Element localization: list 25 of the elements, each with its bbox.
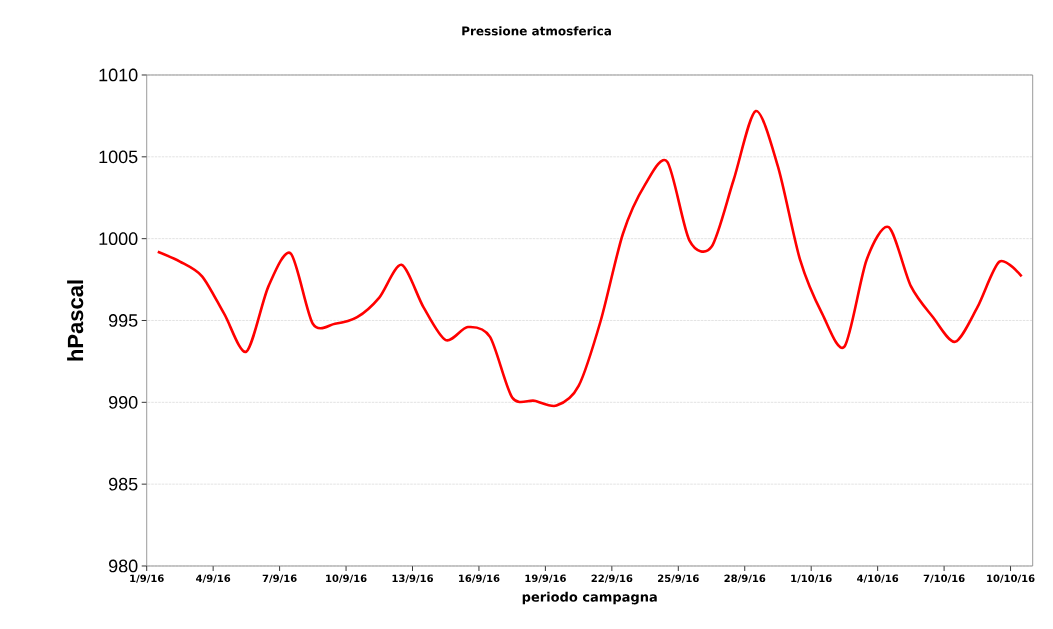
y-tick-label: 1010 bbox=[99, 68, 138, 82]
y-tick-label: 1000 bbox=[99, 232, 138, 246]
x-tick-label: 10/10/16 bbox=[987, 574, 1035, 583]
y-tick-label: 990 bbox=[108, 395, 138, 409]
x-tick-label: 7/9/16 bbox=[262, 574, 297, 583]
line-series bbox=[156, 109, 1023, 408]
y-tick-label: 985 bbox=[108, 477, 138, 491]
x-tick-label: 7/10/16 bbox=[923, 574, 965, 583]
x-tick-label: 4/10/16 bbox=[857, 574, 899, 583]
chart-title: Pressione atmosferica bbox=[462, 26, 611, 36]
x-tick-label: 4/9/16 bbox=[196, 574, 231, 583]
x-tick-label: 1/9/16 bbox=[130, 574, 164, 583]
y-tick-label: 995 bbox=[108, 314, 138, 327]
x-tick-label: 19/9/16 bbox=[525, 574, 566, 583]
y-tick-label: 1005 bbox=[99, 150, 138, 164]
x-tick-label: 10/9/16 bbox=[326, 574, 367, 583]
y-axis-title: hPascal bbox=[67, 280, 84, 361]
x-tick-label: 28/9/16 bbox=[724, 574, 766, 583]
x-tick-label: 22/9/16 bbox=[591, 574, 633, 583]
x-tick-label: 1/10/16 bbox=[791, 574, 832, 583]
x-tick-label: 16/9/16 bbox=[459, 574, 500, 583]
x-axis-title: periodo campagna bbox=[522, 591, 657, 605]
x-tick-label: 25/9/16 bbox=[658, 574, 699, 583]
y-tick-label: 980 bbox=[108, 559, 138, 573]
x-tick-label: 13/9/16 bbox=[392, 574, 434, 583]
